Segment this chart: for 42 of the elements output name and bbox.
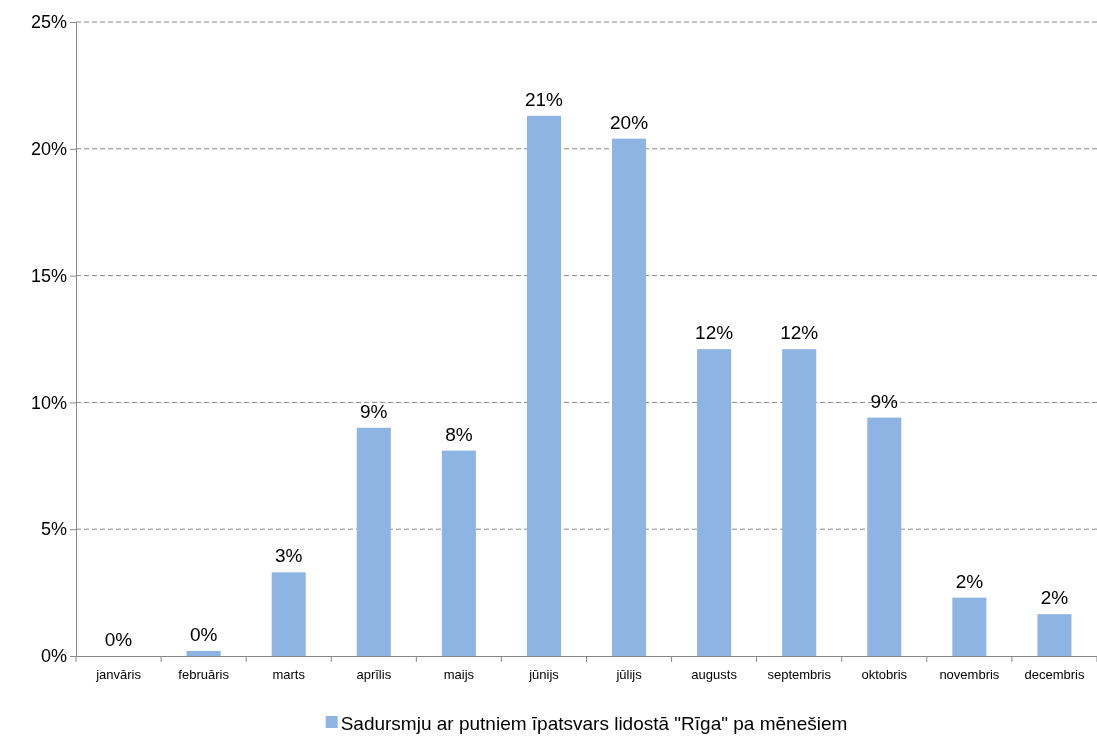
bar — [867, 417, 902, 656]
data-label: 12% — [780, 322, 819, 344]
bar — [526, 115, 561, 656]
legend-label: Sadursmju ar putniem īpatsvars lidostā "Rīga" pa mēnešiem — [340, 713, 848, 734]
y-tick-label: 0% — [40, 646, 67, 667]
data-label: 9% — [870, 390, 899, 412]
x-tick-label: augusts — [691, 667, 738, 683]
x-tick-label: decembris — [1024, 667, 1085, 683]
x-tick-label: jūnijs — [528, 667, 560, 683]
data-label: 20% — [610, 111, 649, 133]
x-tick-label: septembris — [767, 667, 832, 683]
bar — [952, 597, 987, 656]
x-tick-label: novembris — [939, 667, 1000, 683]
y-tick-label: 20% — [30, 139, 67, 160]
x-tick-label: oktobris — [861, 667, 908, 683]
x-tick-label: februāris — [178, 667, 230, 683]
data-label: 8% — [445, 423, 473, 445]
data-label: 12% — [695, 322, 734, 344]
data-label: 2% — [955, 570, 984, 592]
x-tick-label: maijs — [443, 667, 475, 683]
y-tick-label: 10% — [30, 392, 67, 413]
bar — [186, 650, 221, 656]
x-tick-label: janvāris — [95, 667, 142, 683]
bar — [782, 349, 817, 656]
bar — [1037, 614, 1072, 656]
bar — [697, 349, 732, 656]
bar — [356, 427, 391, 656]
data-label: 0% — [104, 629, 133, 650]
bar — [271, 572, 306, 656]
y-tick-label: 5% — [40, 519, 67, 540]
y-tick-label: 25% — [30, 12, 67, 33]
bar — [441, 450, 476, 656]
x-tick-label: jūlijs — [615, 667, 643, 683]
data-label: 21% — [524, 88, 564, 110]
data-label: 9% — [360, 400, 388, 422]
x-tick-label: aprīlis — [356, 667, 392, 683]
data-label: 3% — [274, 545, 303, 567]
bar — [612, 138, 647, 656]
x-tick-label: marts — [272, 667, 306, 683]
data-label: 0% — [189, 623, 218, 645]
data-label: 2% — [1040, 587, 1069, 609]
y-tick-label: 15% — [30, 265, 67, 286]
